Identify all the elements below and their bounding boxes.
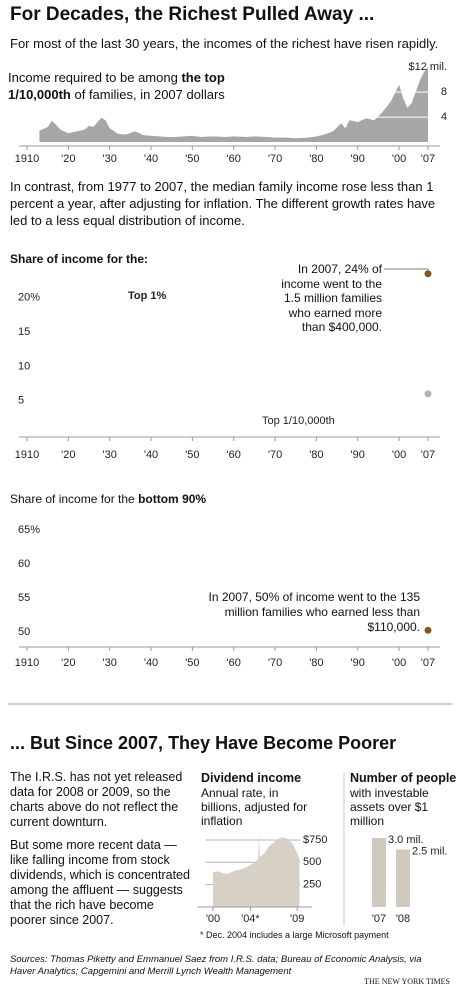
series-label: Top 1% xyxy=(128,290,167,302)
title-part: Income required to be among xyxy=(8,70,182,85)
y-tick-label: 8 xyxy=(441,86,447,98)
chart-title: Share of income for the: xyxy=(10,252,149,266)
x-tick-label: '20 xyxy=(61,449,75,461)
end-marker xyxy=(424,626,432,634)
x-tick-label: '60 xyxy=(227,449,241,461)
x-tick-label: '00 xyxy=(392,449,406,461)
x-tick-label: '70 xyxy=(268,657,282,669)
annotation: In 2007, 50% of income went to the 135 m… xyxy=(208,590,420,634)
x-tick-label: '00 xyxy=(206,913,220,925)
value-label: 3.0 mil. xyxy=(388,834,423,846)
sources: Sources: Thomas Piketty and Emmanuel Sae… xyxy=(10,954,422,977)
area xyxy=(39,67,429,142)
title-part: the top 1/10,000th xyxy=(8,70,225,102)
intro: For most of the last 30 years, the incom… xyxy=(10,36,439,51)
bar xyxy=(372,838,386,907)
x-tick-label: '07 xyxy=(421,449,435,461)
headline: For Decades, the Richest Pulled Away ... xyxy=(10,4,375,25)
x-tick-label: '08 xyxy=(396,913,410,925)
x-tick-label: '90 xyxy=(351,153,365,165)
x-tick-label: '50 xyxy=(185,657,199,669)
x-tick-label: '90 xyxy=(351,449,365,461)
x-tick-label: '09 xyxy=(290,913,304,925)
x-tick-label: 1910 xyxy=(15,657,39,669)
x-tick-label: 1910 xyxy=(15,449,39,461)
chart-title: Number of people xyxy=(350,771,457,785)
x-tick-label: '30 xyxy=(103,657,117,669)
x-tick-label: '60 xyxy=(227,153,241,165)
x-tick-label: '30 xyxy=(103,449,117,461)
end-marker xyxy=(424,270,432,278)
chart-subtitle: Annual rate, in billions, adjusted for i… xyxy=(201,786,308,828)
y-tick-label: 5 xyxy=(18,395,24,407)
credit: THE NEW YORK TIMES xyxy=(364,977,450,986)
end-marker xyxy=(424,390,432,398)
x-tick-label: '04* xyxy=(241,913,260,925)
bar xyxy=(396,849,410,907)
chart-title: Income required to be among the top 1/10… xyxy=(8,69,228,103)
x-tick-label: 1910 xyxy=(15,153,39,165)
title-part: bottom 90% xyxy=(138,492,207,506)
x-tick-label: '40 xyxy=(144,657,158,669)
paragraph: But some more recent data — like falling… xyxy=(10,838,190,927)
x-tick-label: '50 xyxy=(185,153,199,165)
x-tick-label: '07 xyxy=(421,657,435,669)
x-tick-label: '07 xyxy=(421,153,435,165)
x-tick-label: '30 xyxy=(103,153,117,165)
y-tick-label: 10 xyxy=(18,360,30,372)
x-tick-label: '80 xyxy=(309,153,323,165)
x-tick-label: '00 xyxy=(392,657,406,669)
title-part: Share of income for the xyxy=(10,492,139,506)
x-tick-label: '80 xyxy=(309,449,323,461)
x-tick-label: '60 xyxy=(227,657,241,669)
chart-title: Share of income for the bottom 90% xyxy=(10,492,206,506)
x-tick-label: '20 xyxy=(61,153,75,165)
y-tick-label: 15 xyxy=(18,326,30,338)
x-tick-label: '40 xyxy=(144,153,158,165)
paragraph: The I.R.S. has not yet released data for… xyxy=(10,770,183,829)
area xyxy=(212,832,300,907)
x-tick-label: '70 xyxy=(268,449,282,461)
x-tick-label: '50 xyxy=(185,449,199,461)
y-tick-label: 20% xyxy=(18,292,40,304)
connector xyxy=(384,268,429,270)
x-tick-label: '20 xyxy=(61,657,75,669)
y-tick-label: 65% xyxy=(18,524,40,536)
section-title: ... But Since 2007, They Have Become Poo… xyxy=(10,733,397,753)
note: * Dec. 2004 includes a large Microsoft p… xyxy=(200,930,389,940)
value-label: 2.5 mil. xyxy=(412,845,447,857)
x-tick-label: '80 xyxy=(309,657,323,669)
y-tick-label: 500 xyxy=(303,856,321,868)
x-tick-label: '90 xyxy=(351,657,365,669)
x-tick-label: '00 xyxy=(392,153,406,165)
y-tick-label: 50 xyxy=(18,626,30,638)
chart-title: Dividend income xyxy=(201,771,302,785)
annotation: In 2007, 24% of income went to the 1.5 m… xyxy=(281,262,382,334)
y-tick-label: $12 mil. xyxy=(408,61,447,73)
y-tick-label: $750 xyxy=(303,834,327,846)
y-tick-label: 55 xyxy=(18,592,30,604)
chart-subtitle: with investable assets over $1 million xyxy=(350,786,429,828)
y-tick-label: 60 xyxy=(18,558,30,570)
y-tick-label: 4 xyxy=(441,111,447,123)
y-tick-label: 250 xyxy=(303,879,321,891)
paragraph: In contrast, from 1977 to 2007, the medi… xyxy=(10,179,436,228)
series-label: Top 1/10,000th xyxy=(262,415,335,427)
x-tick-label: '07 xyxy=(372,913,386,925)
x-tick-label: '40 xyxy=(144,449,158,461)
x-tick-label: '70 xyxy=(268,153,282,165)
title-part: of families, in 2007 dollars xyxy=(70,87,225,102)
